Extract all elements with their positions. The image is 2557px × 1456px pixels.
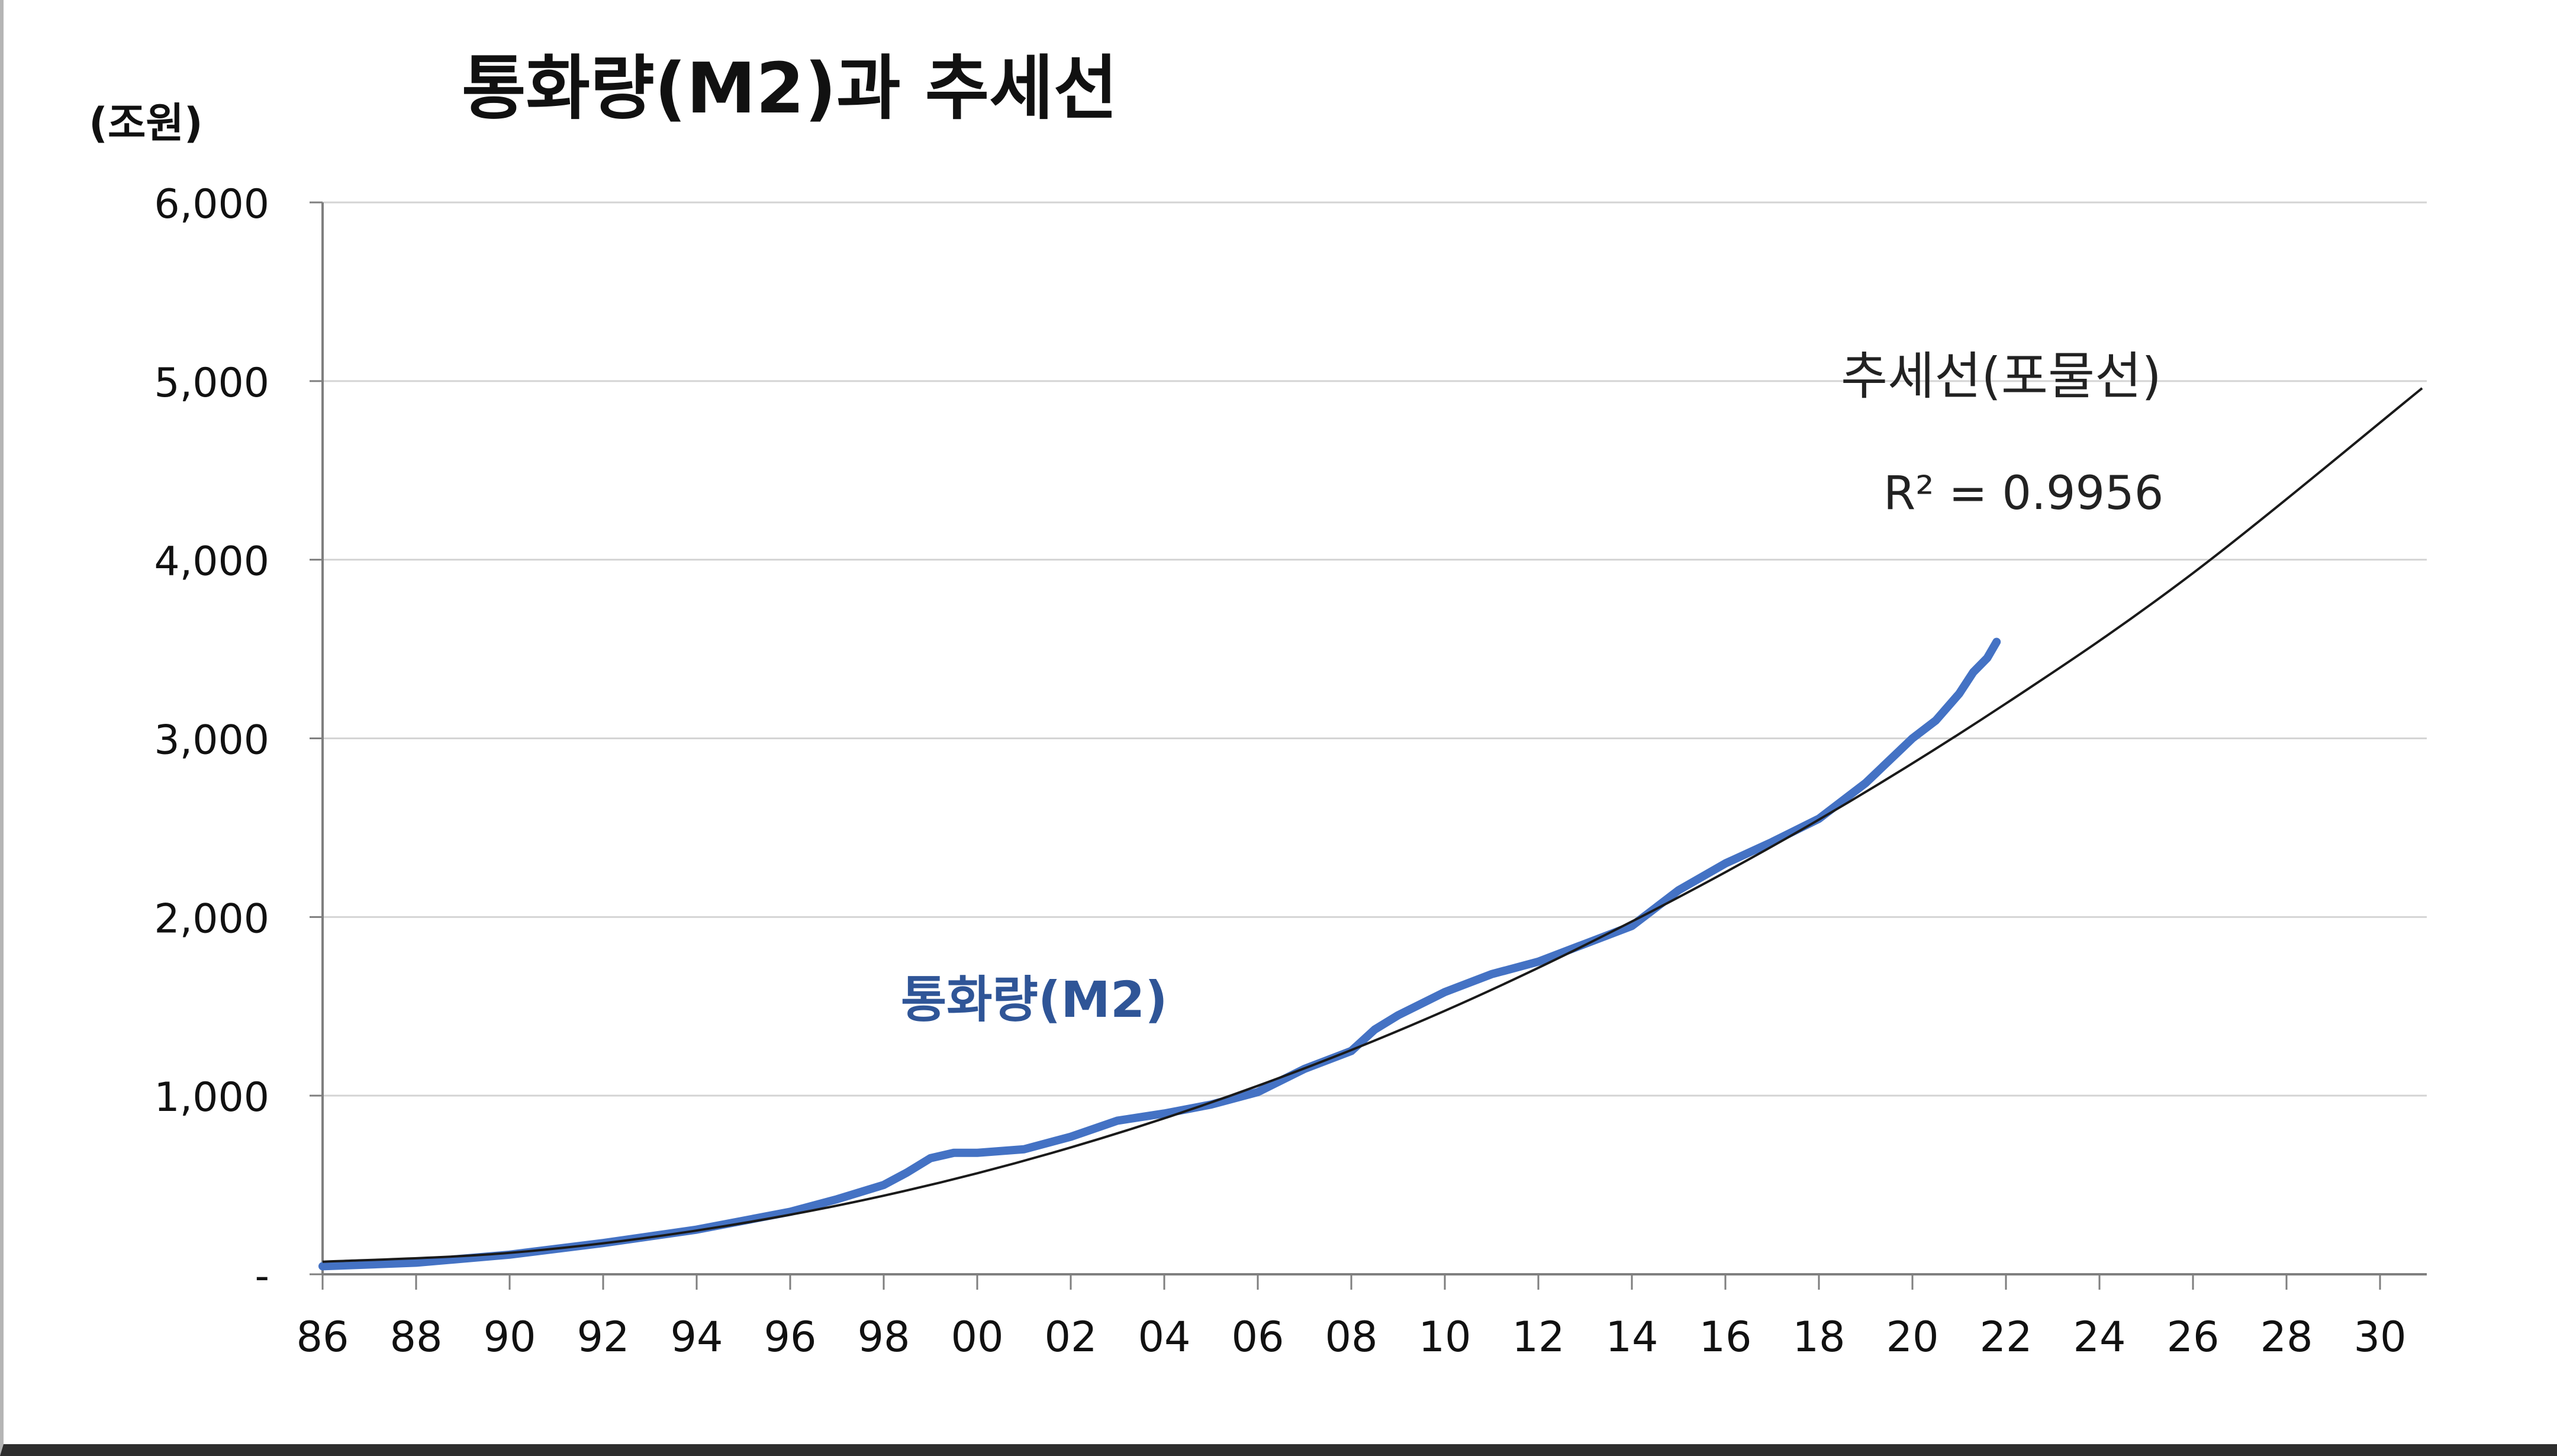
x-tick-label: 18 xyxy=(1792,1313,1845,1361)
x-tick-label: 94 xyxy=(670,1313,723,1361)
x-tick-label: 16 xyxy=(1699,1313,1751,1361)
x-tick-label: 10 xyxy=(1418,1313,1471,1361)
x-tick-label: 22 xyxy=(1979,1313,2032,1361)
x-tick-label: 24 xyxy=(2073,1313,2126,1361)
x-tick-label: 96 xyxy=(764,1313,816,1361)
x-tick-label: 92 xyxy=(577,1313,629,1361)
m2-series-label: 통화량(M2) xyxy=(901,971,1168,1029)
x-tick-label: 28 xyxy=(2260,1313,2313,1361)
gridlines xyxy=(323,201,2427,1097)
m2-series-line xyxy=(318,637,2001,1271)
r-squared-label: R² = 0.9956 xyxy=(1883,467,2163,520)
trendline-curve xyxy=(322,387,2423,1263)
y-tick-label: - xyxy=(255,1253,269,1300)
x-tick-label: 04 xyxy=(1138,1313,1190,1361)
x-tick-label: 86 xyxy=(296,1313,349,1361)
y-tick-label: 5,000 xyxy=(154,360,269,407)
series-lines xyxy=(318,387,2423,1271)
y-tick-label: 4,000 xyxy=(154,539,269,585)
x-axis-ticks: 86 88 90 92 94 96 98 00 02 04 06 08 10 12 14 16 18 20 22 24… xyxy=(296,1274,2407,1361)
x-tick-label: 02 xyxy=(1044,1313,1097,1361)
x-tick-label: 90 xyxy=(483,1313,536,1361)
x-tick-label: 20 xyxy=(1886,1313,1938,1361)
x-tick-label: 12 xyxy=(1512,1313,1564,1361)
x-tick-label: 30 xyxy=(2353,1313,2406,1361)
x-tick-label: 06 xyxy=(1231,1313,1284,1361)
y-tick-label: 1,000 xyxy=(154,1074,269,1121)
x-tick-label: 88 xyxy=(389,1313,442,1361)
chart-title: 통화량(M2)과 추세선 xyxy=(462,47,1118,129)
trendline-label: 추세선(포물선) xyxy=(1841,347,2162,406)
y-axis-unit-label: (조원) xyxy=(89,99,203,147)
x-tick-label: 98 xyxy=(857,1313,910,1361)
x-tick-label: 26 xyxy=(2166,1313,2219,1361)
y-tick-label: 2,000 xyxy=(154,895,269,942)
y-axis-ticks: - 1,000 2,000 3,000 4,000 5,000 6,000 xyxy=(154,181,323,1300)
x-tick-label: 14 xyxy=(1605,1313,1658,1361)
y-tick-label: 6,000 xyxy=(154,181,269,228)
y-tick-label: 3,000 xyxy=(154,717,269,764)
x-tick-label: 08 xyxy=(1325,1313,1377,1361)
x-tick-label: 00 xyxy=(951,1313,1003,1361)
